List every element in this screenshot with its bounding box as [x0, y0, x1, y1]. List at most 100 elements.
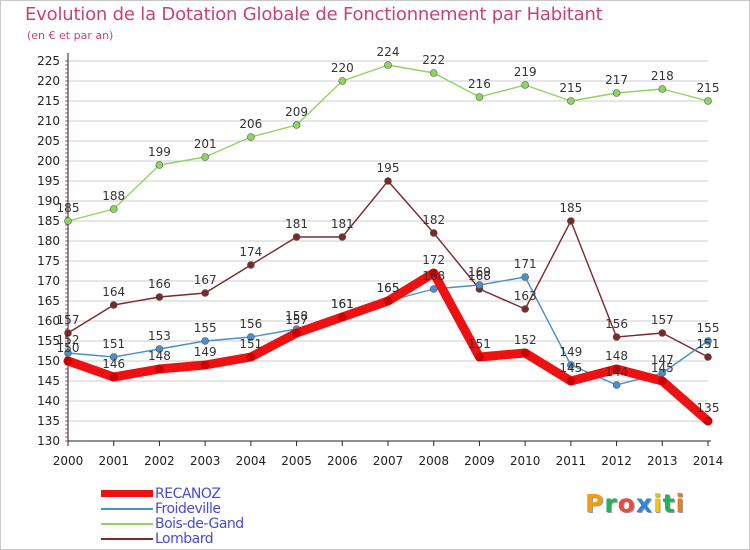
legend-swatch-froideville: [101, 508, 153, 510]
data-point: [247, 133, 255, 141]
x-tick-label: 2003: [190, 454, 221, 468]
data-point: [612, 364, 621, 374]
data-point: [704, 97, 712, 105]
data-label: 199: [148, 145, 171, 159]
data-label: 168: [422, 269, 445, 283]
legend-swatch-recanoz: [101, 490, 153, 497]
data-point: [155, 161, 164, 169]
data-point: [384, 61, 392, 69]
data-point: [155, 293, 164, 301]
data-label: 144: [605, 365, 628, 379]
data-point: [567, 97, 575, 105]
x-tick-label: 2010: [510, 454, 541, 468]
series-layer: [63, 61, 713, 426]
data-label: 185: [559, 201, 582, 215]
data-label: 153: [148, 329, 171, 343]
data-point: [155, 364, 164, 374]
data-point: [247, 333, 255, 341]
data-label: 167: [194, 273, 217, 287]
data-label: 168: [468, 269, 491, 283]
data-point: [338, 77, 347, 85]
data-point: [566, 376, 576, 386]
data-point: [246, 352, 256, 362]
data-point: [704, 353, 712, 361]
series-line-bois-de-gand: [67, 64, 709, 222]
data-label: 218: [651, 69, 674, 83]
logo-letter: o: [617, 489, 636, 518]
data-label: 155: [194, 321, 217, 335]
y-tick-label: 135: [37, 414, 60, 428]
data-label: 156: [605, 317, 628, 331]
data-label: 164: [102, 285, 125, 299]
data-label: 224: [377, 45, 400, 59]
data-point: [475, 93, 484, 101]
axis-layer: 1301351401451501551601651701751801851901…: [37, 53, 723, 468]
y-tick-label: 225: [37, 54, 60, 68]
y-tick-label: 190: [37, 194, 60, 208]
data-label: 148: [148, 349, 171, 363]
x-tick-label: 2000: [53, 454, 84, 468]
data-point: [429, 268, 439, 278]
y-tick-label: 185: [37, 214, 60, 228]
data-label: 157: [57, 313, 80, 327]
logo-letter: r: [604, 489, 618, 518]
data-point: [338, 233, 347, 241]
proxiti-logo: Proxiti: [585, 489, 685, 518]
data-label: 182: [422, 213, 445, 227]
y-tick-label: 220: [37, 74, 60, 88]
data-point: [155, 345, 164, 353]
data-point: [521, 81, 529, 89]
data-label: 152: [514, 333, 537, 347]
y-tick-label: 195: [37, 174, 60, 188]
data-point: [658, 85, 667, 93]
legend-swatch-lombard: [101, 538, 153, 540]
data-label: 161: [331, 297, 354, 311]
data-point: [201, 337, 209, 345]
chart-subtitle: (en € et par an): [27, 29, 114, 42]
data-point: [201, 289, 209, 297]
y-tick-label: 210: [37, 114, 60, 128]
data-label: 165: [377, 281, 400, 295]
data-point: [521, 305, 529, 313]
data-label: 185: [57, 201, 80, 215]
data-label: 149: [559, 345, 582, 359]
data-point: [109, 353, 118, 361]
data-label: 157: [651, 313, 674, 327]
data-point: [201, 153, 209, 161]
x-tick-label: 2007: [373, 454, 404, 468]
data-point: [200, 360, 210, 370]
data-point: [292, 233, 301, 241]
data-point: [109, 372, 119, 382]
data-point: [567, 217, 575, 225]
y-tick-label: 165: [37, 294, 60, 308]
data-label: 195: [377, 161, 400, 175]
data-label: 161: [331, 297, 354, 311]
data-label: 151: [102, 337, 125, 351]
logo-letter: x: [635, 489, 653, 518]
data-point: [657, 376, 667, 386]
data-label: 165: [377, 281, 400, 295]
data-label: 150: [57, 341, 80, 355]
data-label: 174: [239, 245, 262, 259]
x-tick-label: 2004: [236, 454, 267, 468]
data-label: 135: [697, 401, 720, 415]
data-label: 181: [331, 217, 354, 231]
y-tick-label: 175: [37, 254, 60, 268]
y-tick-label: 150: [37, 354, 60, 368]
x-tick-label: 2011: [556, 454, 587, 468]
data-label: 206: [239, 117, 262, 131]
data-point: [612, 89, 621, 97]
legend-label-lombard: Lombard: [155, 531, 214, 547]
data-point: [109, 301, 118, 309]
data-label-layer: 185 188 199 201 206 209 220 224 222 216 219 215 217 2…: [57, 45, 720, 415]
data-label: 219: [514, 65, 537, 79]
legend-label-froideville: Froideville: [155, 501, 221, 517]
data-point: [475, 281, 484, 289]
x-tick-label: 2005: [281, 454, 312, 468]
x-tick-label: 2009: [464, 454, 495, 468]
data-label: 156: [239, 317, 262, 331]
logo-letter: i: [675, 489, 686, 518]
data-point: [292, 121, 301, 129]
y-tick-label: 200: [37, 154, 60, 168]
